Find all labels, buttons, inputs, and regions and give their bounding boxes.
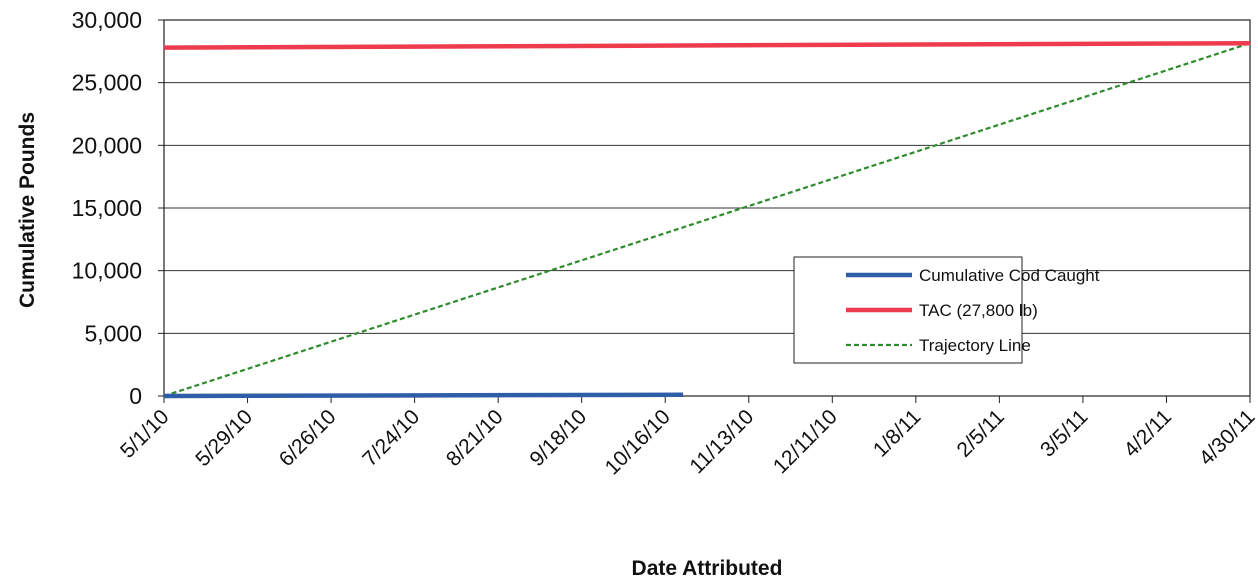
x-tick-label: 9/18/10: [525, 405, 591, 471]
x-tick-label: 12/11/10: [769, 405, 842, 478]
y-axis-title: Cumulative Pounds: [16, 112, 39, 308]
legend: Cumulative Cod Caught TAC (27,800 lb) Traj…: [793, 256, 1100, 364]
x-tick-label: 6/26/10: [275, 405, 341, 471]
y-tick-label: 0: [129, 383, 142, 409]
y-axis-ticks: 0 5,000 10,000 15,000 20,000 25,000 30,000: [72, 7, 164, 409]
y-tick-label: 10,000: [72, 258, 142, 284]
series-lines: [163, 40, 1251, 399]
x-tick-label: 7/24/10: [358, 405, 424, 471]
legend-label: TAC (27,800 lb): [919, 301, 1038, 320]
series-line-2: [163, 42, 1251, 398]
x-tick-label: 5/1/10: [116, 405, 174, 463]
x-tick-label: 10/16/10: [601, 405, 675, 479]
y-tick-label: 15,000: [72, 195, 142, 221]
x-tick-label: 4/2/11: [1120, 405, 1176, 461]
legend-label: Trajectory Line: [919, 336, 1031, 355]
x-tick-label: 4/30/11: [1195, 405, 1258, 470]
x-tick-label: 5/29/10: [191, 405, 257, 471]
gridlines: [164, 19, 1250, 397]
legend-label: Cumulative Cod Caught: [919, 266, 1100, 285]
x-tick-label: 1/8/11: [869, 405, 925, 461]
x-tick-label: 3/5/11: [1036, 405, 1092, 461]
y-tick-label: 30,000: [72, 7, 142, 33]
series-line-0: [163, 392, 684, 399]
x-axis-ticks: 5/1/10 5/29/10 6/26/10 7/24/10 8/21/10 9/18/1…: [116, 396, 1258, 479]
x-axis-title: Date Attributed: [632, 557, 783, 580]
y-tick-label: 25,000: [72, 70, 142, 96]
x-tick-label: 11/13/10: [685, 405, 758, 478]
x-tick-label: 2/5/11: [952, 405, 1008, 461]
y-tick-label: 20,000: [72, 132, 142, 158]
x-tick-label: 8/21/10: [442, 405, 508, 471]
series-line-1: [163, 40, 1251, 50]
y-tick-label: 5,000: [84, 320, 142, 346]
